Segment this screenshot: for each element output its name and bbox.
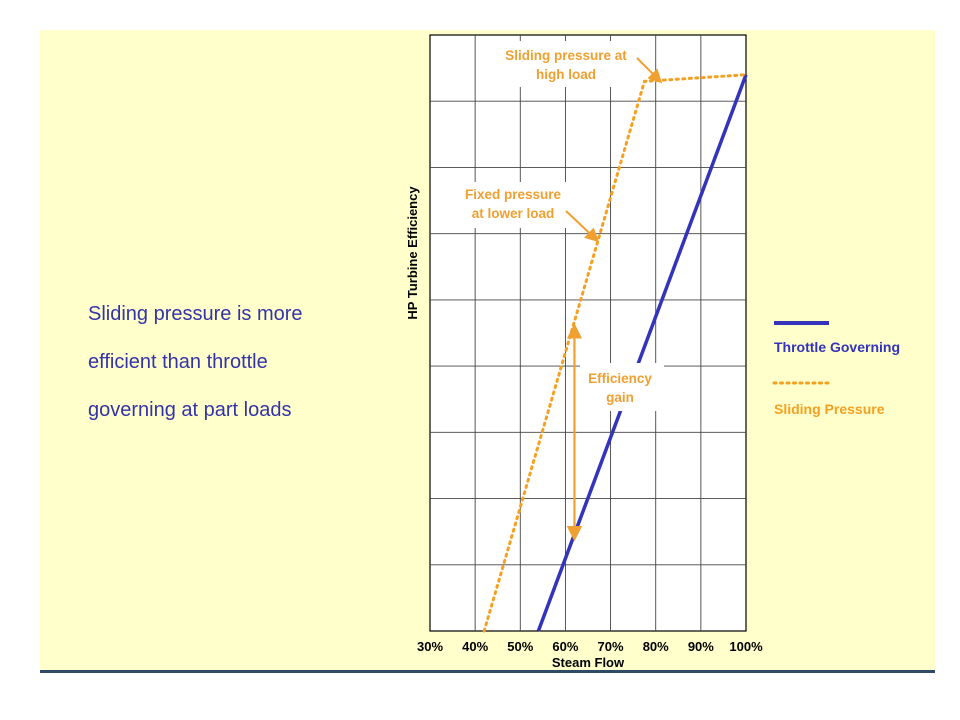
x-tick-label: 30% — [417, 639, 443, 654]
x-tick-label: 90% — [688, 639, 714, 654]
annotation-text-fixed-lower: Fixed pressure — [465, 187, 562, 202]
x-tick-label: 100% — [729, 639, 763, 654]
annotation-text-sliding-high: Sliding pressure at — [505, 48, 627, 63]
x-tick-label: 50% — [507, 639, 533, 654]
slide-bottom-rule — [40, 670, 935, 673]
annotation-text-efficiency-gain: gain — [606, 390, 634, 405]
series-line-sliding-pressure — [482, 73, 748, 633]
annotation-box-fixed-lower — [452, 182, 574, 228]
annotation-arrow-sliding-high — [636, 57, 663, 84]
legend-label-sliding: Sliding Pressure — [774, 401, 885, 417]
annotation-text-sliding-high: high load — [536, 67, 596, 82]
annotation-box-efficiency-gain — [580, 363, 664, 411]
annotation-arrow-fixed-lower — [565, 210, 600, 243]
caption-line-3: governing at part loads — [88, 399, 292, 421]
y-axis-label: HP Turbine Efficiency — [405, 186, 420, 320]
annotation-text-efficiency-gain: Efficiency — [588, 371, 652, 386]
slide-caption: Sliding pressure is more efficient than … — [88, 290, 388, 434]
legend-label-throttle: Throttle Governing — [774, 339, 900, 355]
annotation-text-fixed-lower: at lower load — [472, 206, 555, 221]
x-tick-label: 40% — [462, 639, 488, 654]
plot-area — [429, 34, 747, 632]
caption-line-1: Sliding pressure is more — [88, 303, 303, 325]
annotation-box-sliding-high — [497, 41, 637, 87]
x-tick-label: 60% — [552, 639, 578, 654]
x-tick-label: 80% — [643, 639, 669, 654]
x-axis-label: Steam Flow — [552, 655, 625, 670]
x-tick-label: 70% — [598, 639, 624, 654]
caption-line-2: efficient than throttle — [88, 351, 268, 373]
